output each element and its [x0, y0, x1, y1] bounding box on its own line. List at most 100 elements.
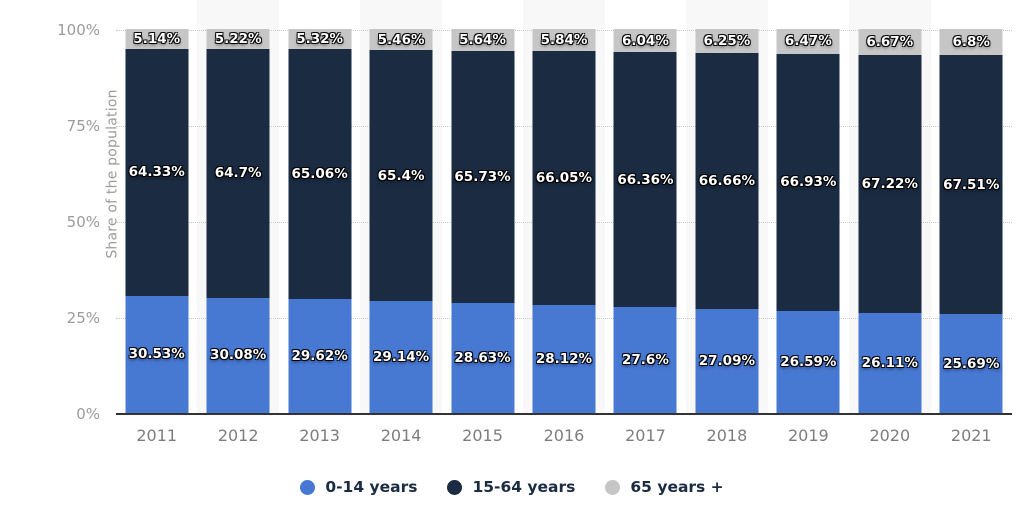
- value-label: 5.22%: [214, 31, 262, 48]
- segment-65-years-[interactable]: 5.84%: [532, 29, 596, 52]
- value-label: 29.62%: [291, 348, 348, 365]
- value-label: 28.63%: [454, 350, 511, 367]
- legend-label: 15-64 years: [472, 478, 576, 496]
- segment-15-64-years[interactable]: 66.36%: [613, 52, 677, 308]
- value-label: 25.69%: [943, 355, 1000, 372]
- segment-0-14-years[interactable]: 26.59%: [776, 310, 840, 413]
- segment-65-years-[interactable]: 5.32%: [288, 29, 352, 50]
- y-axis-tick-label: 25%: [66, 309, 100, 327]
- plot-area: 5.14% 64.33% 30.53% 5.22% 64.7% 30.08% 5.32% 65…: [116, 0, 1012, 414]
- bar-stack: 6.04% 66.36% 27.6%: [613, 29, 677, 413]
- bar-stack: 5.14% 64.33% 30.53%: [125, 29, 189, 413]
- value-label: 6.04%: [622, 32, 669, 49]
- value-label: 65.06%: [291, 166, 348, 183]
- segment-15-64-years[interactable]: 66.05%: [532, 51, 596, 306]
- value-label: 30.53%: [128, 346, 185, 363]
- segment-15-64-years[interactable]: 65.73%: [451, 50, 515, 304]
- y-axis-tick-label: 50%: [66, 213, 100, 231]
- segment-15-64-years[interactable]: 65.06%: [288, 49, 352, 300]
- segment-0-14-years[interactable]: 29.14%: [369, 301, 433, 413]
- legend-dot-icon: [605, 479, 621, 495]
- value-label: 28.12%: [535, 351, 593, 368]
- legend-item-0-14-years[interactable]: 0-14 years: [300, 478, 417, 496]
- bar-column-2018: 6.25% 66.66% 27.09%: [686, 29, 767, 413]
- x-axis-tick-label: 2020: [869, 426, 911, 445]
- value-label: 66.05%: [535, 170, 593, 187]
- value-label: 30.08%: [210, 347, 267, 364]
- value-label: 5.46%: [377, 31, 425, 48]
- x-axis-tick-label: 2014: [380, 426, 422, 445]
- bar-stack: 6.67% 67.22% 26.11%: [858, 29, 922, 413]
- value-label: 5.64%: [459, 31, 506, 48]
- segment-65-years-[interactable]: 5.22%: [206, 29, 270, 50]
- bar-stack: 6.47% 66.93% 26.59%: [776, 29, 840, 413]
- value-label: 26.59%: [780, 353, 837, 370]
- segment-65-years-[interactable]: 5.64%: [451, 29, 515, 51]
- legend: 0-14 years 15-64 years 65 years +: [0, 478, 1024, 496]
- bar-column-2020: 6.67% 67.22% 26.11%: [849, 29, 930, 413]
- segment-0-14-years[interactable]: 26.11%: [858, 312, 922, 413]
- segment-0-14-years[interactable]: 28.12%: [532, 305, 596, 413]
- value-label: 66.93%: [780, 174, 837, 191]
- segment-0-14-years[interactable]: 30.53%: [125, 295, 189, 413]
- segment-0-14-years[interactable]: 30.08%: [206, 297, 270, 413]
- segment-65-years-[interactable]: 6.67%: [858, 29, 922, 55]
- segment-15-64-years[interactable]: 65.4%: [369, 49, 433, 302]
- bar-column-2011: 5.14% 64.33% 30.53%: [116, 29, 197, 413]
- bar-stack: 5.46% 65.4% 29.14%: [369, 29, 433, 413]
- value-label: 6.25%: [703, 33, 751, 50]
- value-label: 64.7%: [214, 165, 262, 182]
- value-label: 65.4%: [377, 167, 425, 184]
- x-axis-tick-label: 2013: [299, 426, 340, 445]
- segment-65-years-[interactable]: 6.8%: [939, 29, 1003, 56]
- segment-15-64-years[interactable]: 67.22%: [858, 54, 922, 313]
- value-label: 67.51%: [943, 176, 1000, 193]
- legend-dot-icon: [447, 479, 463, 495]
- bar-stack: 5.64% 65.73% 28.63%: [451, 29, 515, 413]
- y-axis-tick-label: 100%: [57, 21, 100, 39]
- value-label: 29.14%: [372, 349, 430, 366]
- x-axis-tick-label: 2015: [462, 426, 503, 445]
- legend-label: 0-14 years: [325, 478, 418, 496]
- bar-stack: 6.25% 66.66% 27.09%: [695, 29, 759, 413]
- segment-0-14-years[interactable]: 25.69%: [939, 314, 1003, 413]
- segment-65-years-[interactable]: 6.47%: [776, 29, 840, 54]
- bar-column-2019: 6.47% 66.93% 26.59%: [768, 29, 849, 413]
- segment-15-64-years[interactable]: 67.51%: [939, 55, 1003, 315]
- segment-15-64-years[interactable]: 64.33%: [125, 48, 189, 296]
- x-axis-tick-label: 2016: [543, 426, 585, 445]
- segment-65-years-[interactable]: 5.46%: [369, 29, 433, 50]
- segment-15-64-years[interactable]: 66.93%: [776, 53, 840, 311]
- legend-label: 65 years +: [630, 478, 724, 496]
- value-label: 6.8%: [952, 34, 990, 51]
- bar-column-2013: 5.32% 65.06% 29.62%: [279, 29, 360, 413]
- value-label: 5.32%: [296, 31, 344, 48]
- bar-column-2014: 5.46% 65.4% 29.14%: [360, 29, 441, 413]
- value-label: 27.6%: [622, 352, 669, 369]
- segment-65-years-[interactable]: 6.04%: [613, 29, 677, 53]
- segment-65-years-[interactable]: 6.25%: [695, 29, 759, 54]
- segment-0-14-years[interactable]: 27.09%: [695, 308, 759, 413]
- legend-dot-icon: [300, 479, 316, 495]
- segment-15-64-years[interactable]: 64.7%: [206, 49, 270, 298]
- value-label: 66.36%: [617, 171, 674, 188]
- segment-0-14-years[interactable]: 28.63%: [451, 303, 515, 413]
- x-axis-line: [116, 413, 1012, 415]
- x-axis-tick-label: 2011: [136, 426, 178, 445]
- segment-65-years-[interactable]: 5.14%: [125, 29, 189, 49]
- bar-stack: 5.84% 66.05% 28.12%: [532, 29, 596, 413]
- x-axis-tick-label: 2017: [625, 426, 666, 445]
- legend-item-65-years-[interactable]: 65 years +: [605, 478, 724, 496]
- segment-15-64-years[interactable]: 66.66%: [695, 53, 759, 309]
- x-axis-tick-label: 2021: [950, 426, 992, 445]
- segment-0-14-years[interactable]: 27.6%: [613, 307, 677, 413]
- legend-item-15-64-years[interactable]: 15-64 years: [447, 478, 575, 496]
- value-label: 64.33%: [128, 164, 185, 181]
- segment-0-14-years[interactable]: 29.62%: [288, 299, 352, 413]
- bar-stack: 5.22% 64.7% 30.08%: [206, 29, 270, 413]
- value-label: 67.22%: [861, 175, 918, 192]
- bar-column-2012: 5.22% 64.7% 30.08%: [197, 29, 278, 413]
- y-axis-tick-label: 75%: [66, 117, 100, 135]
- value-label: 65.73%: [454, 168, 511, 185]
- bar-stack: 5.32% 65.06% 29.62%: [288, 29, 352, 413]
